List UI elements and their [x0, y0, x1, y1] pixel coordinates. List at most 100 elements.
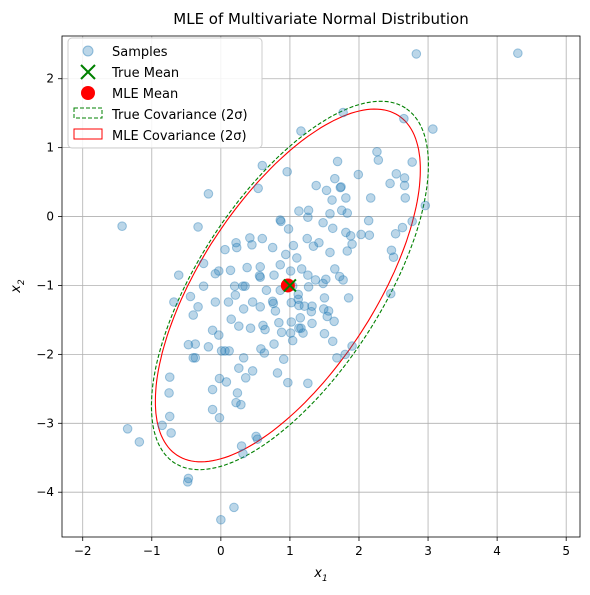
sample-point — [294, 206, 304, 216]
sample-point — [240, 281, 250, 291]
sample-point — [166, 428, 176, 438]
sample-point — [253, 183, 263, 194]
covariance-ellipses — [150, 100, 429, 471]
sample-point — [327, 195, 337, 205]
legend-label-true-mean: True Mean — [111, 66, 179, 81]
sample-point — [203, 341, 214, 352]
sample-point — [363, 215, 374, 226]
sample-point — [183, 339, 194, 350]
y-tick-label: 1 — [46, 141, 54, 155]
sample-point — [330, 173, 340, 184]
sample-point — [307, 301, 317, 311]
sample-point — [193, 222, 203, 232]
sample-point — [386, 245, 397, 256]
sample-point — [164, 372, 175, 382]
sample-point — [373, 155, 384, 165]
sample-point — [372, 146, 382, 157]
y-tick-label: 2 — [46, 72, 54, 86]
sample-point — [251, 431, 261, 442]
x-tick-label: 3 — [424, 544, 432, 558]
x-tick-label: 0 — [217, 544, 225, 558]
sample-point — [164, 411, 175, 422]
sample-point — [216, 346, 227, 356]
sample-point — [303, 378, 313, 389]
sample-point — [343, 293, 354, 303]
sample-point — [298, 328, 308, 338]
sample-point — [270, 306, 281, 316]
x-tick-label: −2 — [74, 544, 92, 558]
sample-point — [234, 363, 244, 373]
y-axis-label: x2 — [9, 279, 27, 294]
legend-mle-cov-marker — [73, 128, 103, 140]
sample-point — [335, 182, 346, 193]
sample-point — [169, 297, 179, 307]
sample-point — [117, 221, 127, 232]
sample-point — [365, 193, 376, 203]
sample-point — [275, 259, 286, 270]
sample-point — [400, 193, 411, 203]
sample-point — [275, 215, 286, 225]
sample-point — [216, 514, 226, 525]
mle-mean-marker — [280, 278, 295, 293]
sample-point — [296, 323, 306, 333]
sample-point — [390, 228, 401, 239]
sample-point — [207, 404, 218, 415]
axis-ticks: −2 −1 0 1 2 3 4 5 −4 −3 −2 −1 0 1 2 — [36, 72, 570, 558]
sample-point — [341, 227, 351, 238]
sample-point — [173, 270, 184, 280]
sample-point — [342, 208, 353, 218]
sample-point — [385, 288, 396, 299]
sample-point — [190, 339, 201, 349]
mean-markers — [280, 278, 297, 293]
sample-point — [318, 217, 328, 228]
sample-point — [247, 240, 257, 250]
sample-point — [268, 298, 279, 309]
sample-point — [213, 330, 224, 340]
sample-point — [207, 325, 218, 336]
sample-point — [428, 124, 438, 134]
legend-mle-mean-marker — [81, 86, 95, 100]
sample-point — [247, 366, 258, 376]
sample-point — [255, 302, 266, 312]
sample-point — [294, 300, 304, 311]
sample-point — [190, 353, 201, 363]
sample-point — [238, 353, 249, 363]
sample-point — [252, 434, 263, 444]
sample-point — [231, 242, 242, 253]
legend-box — [67, 37, 263, 149]
sample-point — [283, 377, 293, 388]
sample-point — [269, 270, 279, 280]
sample-point — [332, 353, 342, 363]
sample-point — [247, 297, 258, 307]
sample-point — [285, 266, 296, 276]
sample-point — [193, 302, 203, 312]
y-tick-label: −2 — [36, 347, 54, 361]
sample-point — [207, 384, 218, 395]
sample-point — [292, 253, 302, 263]
sample-point — [287, 335, 298, 346]
mle-covariance-ellipse — [154, 108, 421, 463]
sample-point — [364, 230, 375, 240]
sample-point — [213, 266, 224, 276]
sample-point — [303, 282, 314, 292]
sample-point — [303, 212, 313, 223]
sample-point — [221, 377, 232, 387]
sample-point — [293, 294, 304, 305]
sample-point — [122, 424, 133, 434]
sample-point — [327, 336, 338, 347]
sample-point — [286, 317, 297, 327]
sample-point — [319, 328, 330, 339]
x-tick-label: −1 — [143, 544, 161, 558]
legend: Samples True Mean MLE Mean True Covarian… — [67, 37, 263, 149]
sample-point — [323, 306, 334, 316]
sample-point — [388, 252, 399, 263]
sample-points — [117, 48, 523, 525]
sample-point — [267, 296, 278, 307]
sample-point — [274, 317, 284, 328]
sample-point — [185, 291, 196, 302]
sample-point — [255, 272, 266, 282]
y-tick-label: −3 — [36, 416, 54, 430]
sample-point — [286, 297, 297, 308]
sample-point — [182, 477, 193, 487]
sample-point — [223, 297, 234, 307]
